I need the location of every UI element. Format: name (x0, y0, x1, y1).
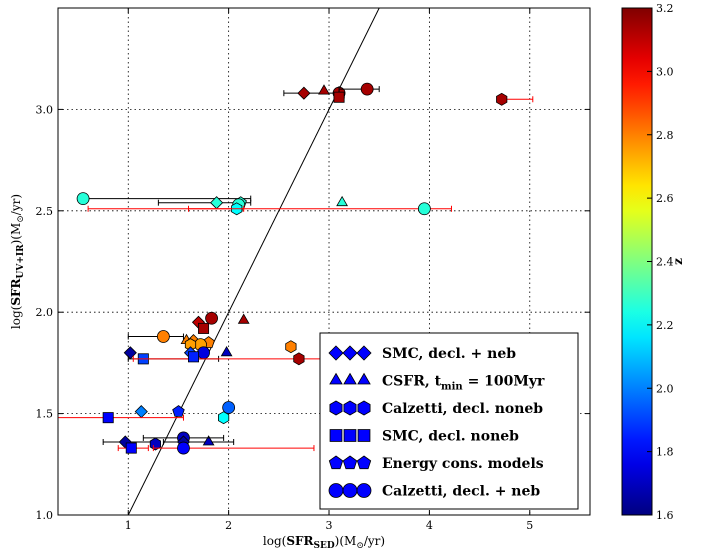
x-tick-label: 5 (526, 519, 533, 532)
legend-marker-square (329, 429, 343, 442)
plot-frame (57, 7, 591, 516)
data-point-hexagon (293, 352, 305, 366)
data-point-circle (177, 441, 190, 455)
legend-marker-hexagon (343, 400, 357, 416)
y-tick-label: 2.0 (36, 306, 54, 319)
legend-label: SMC, decl. noneb (382, 429, 519, 445)
data-point-circle (222, 401, 236, 414)
data-point-triangle (202, 435, 215, 446)
data-point-hexagon (496, 92, 508, 106)
colorbar-tick-label: 2.0 (656, 382, 674, 395)
legend-marker-diamond (328, 345, 344, 361)
legend-marker-square (343, 429, 357, 442)
data-point-circle (76, 192, 90, 206)
data-point-circle (197, 346, 210, 360)
colorbar-tick-label: 3.0 (656, 65, 674, 78)
data-point-triangle (237, 313, 250, 324)
data-point-triangle (318, 84, 330, 95)
x-tick-label: 3 (326, 519, 333, 532)
data-point-triangle (336, 195, 348, 207)
data-point-square (188, 351, 200, 363)
y-tick-label: 3.0 (36, 103, 54, 116)
data-point-diamond (123, 346, 137, 360)
legend-marker-diamond (342, 345, 358, 361)
legend-marker-hexagon (357, 400, 371, 416)
data-point-triangle (220, 346, 233, 357)
y-tick-label: 2.5 (36, 205, 54, 218)
x-axis-label: log(SFRSED)(M⊙/yr) (263, 534, 385, 551)
data-point-diamond (134, 405, 148, 419)
colorbar-tick-label: 2.8 (656, 129, 674, 142)
legend-marker-pentagon (328, 455, 344, 470)
legend-marker-pentagon (356, 455, 372, 470)
legend-label: Calzetti, decl. + neb (382, 484, 540, 500)
colorbar-label: z (671, 258, 685, 265)
data-point-circle (156, 330, 170, 343)
legend-marker-triangle (329, 372, 343, 385)
legend-label: Calzetti, decl. noneb (382, 401, 543, 417)
legend-marker-circle (328, 483, 344, 498)
data-point-circle (360, 82, 374, 96)
y-axis-label: log(SFRUV+IR)(M⊙/yr) (9, 194, 26, 329)
data-point-hexagon (285, 340, 297, 354)
colorbar-tick-label: 2.4 (656, 256, 674, 269)
data-point-square (333, 91, 345, 103)
legend-marker-pentagon (342, 455, 358, 470)
data-point-square (125, 442, 137, 454)
legend-box (319, 332, 579, 510)
data-point-square (198, 322, 210, 334)
y-tick-label: 1.5 (36, 408, 54, 421)
colorbar-tick-label: 1.8 (656, 446, 674, 459)
legend-marker-circle (342, 483, 358, 498)
data-point-circle (205, 311, 218, 325)
legend-marker-triangle (357, 372, 371, 385)
legend-marker-square (357, 429, 371, 442)
x-tick-label: 1 (125, 519, 132, 532)
legend-label: SMC, decl. + neb (382, 346, 516, 362)
data-point-hexagon (217, 411, 230, 425)
y-tick-label: 1.0 (36, 509, 54, 522)
legend-marker-triangle (343, 372, 357, 385)
data-point-hexagon (149, 437, 162, 451)
legend-marker-hexagon (329, 400, 343, 416)
colorbar-tick-label: 2.6 (656, 192, 674, 205)
data-point-pentagon (172, 405, 185, 417)
data-point-circle (417, 202, 431, 216)
data-point-diamond (297, 86, 311, 100)
data-point-square (102, 412, 114, 424)
colorbar-tick-label: 3.2 (656, 2, 674, 15)
x-tick-label: 4 (426, 519, 433, 532)
colorbar-tick-label: 2.2 (656, 319, 674, 332)
x-tick-label: 2 (225, 519, 232, 532)
colorbar-tick-label: 1.6 (656, 509, 674, 522)
legend-marker-diamond (356, 345, 372, 361)
legend-label: Energy cons. models (382, 456, 544, 472)
legend-marker-circle (356, 483, 372, 498)
legend-label: CSFR, tmin = 100Myr (382, 374, 545, 393)
